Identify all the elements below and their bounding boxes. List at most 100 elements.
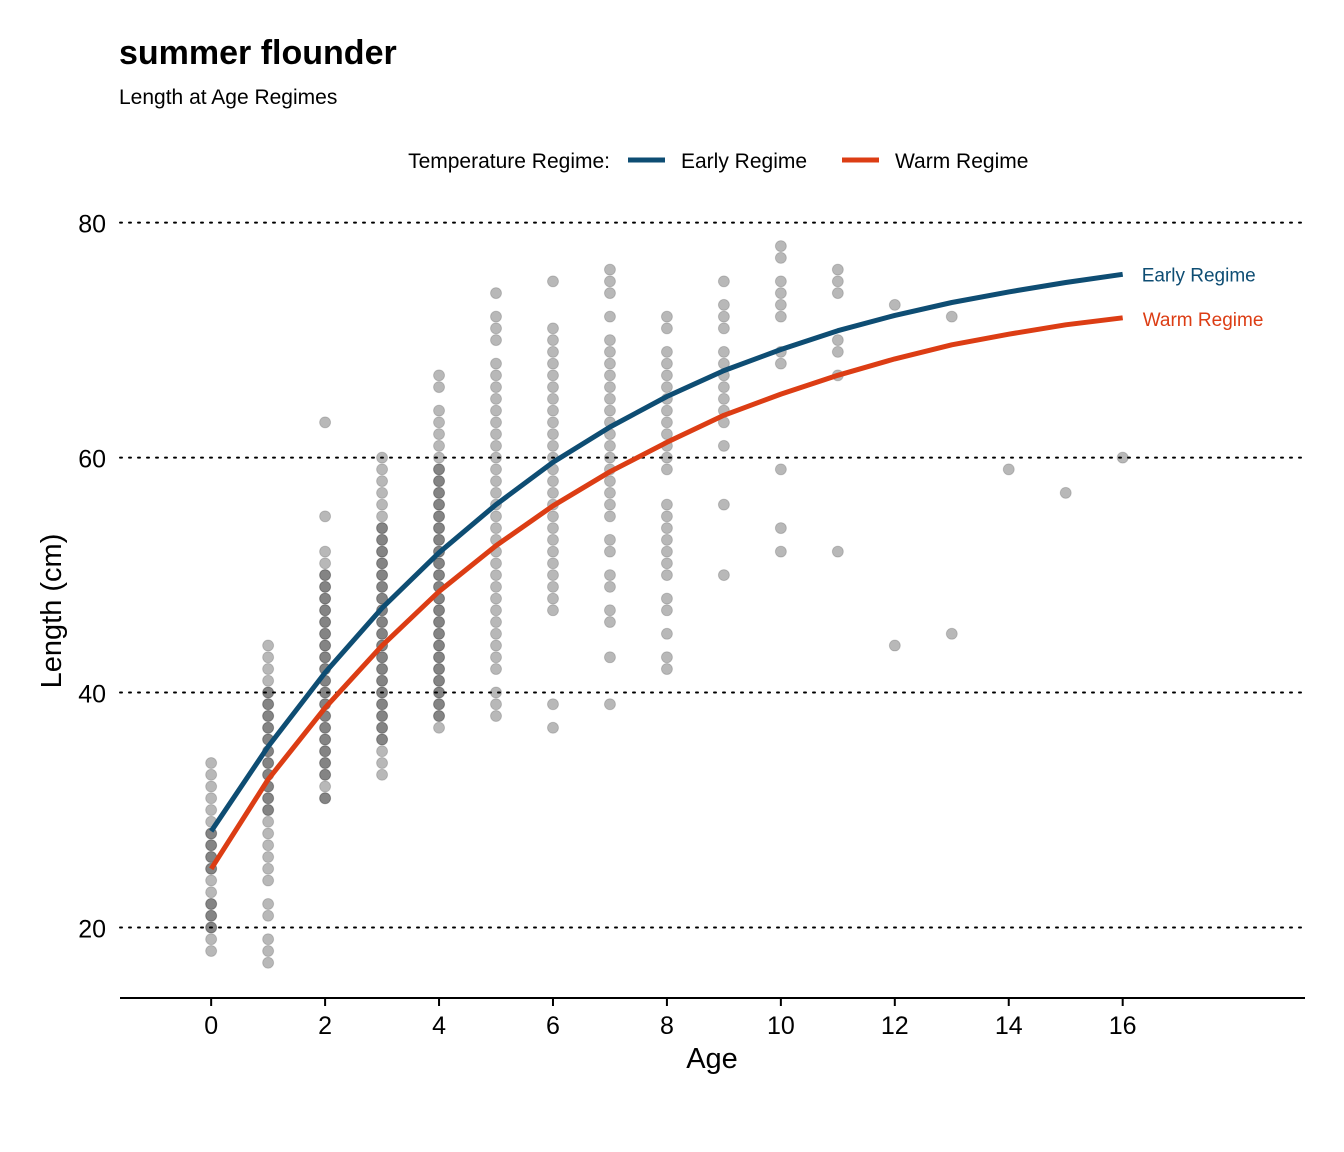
- scatter-point: [831, 334, 844, 347]
- scatter-point: [376, 768, 389, 781]
- scatter-point: [490, 475, 503, 488]
- scatter-point: [433, 381, 446, 394]
- scatter-point: [717, 498, 730, 511]
- scatter-point: [660, 557, 673, 570]
- scatter-point: [262, 945, 275, 958]
- scatter-point: [717, 322, 730, 335]
- scatter-point: [945, 310, 958, 323]
- scatter-point: [319, 792, 332, 805]
- scatter-point: [660, 651, 673, 664]
- scatter-point: [433, 510, 446, 523]
- scatter-point: [376, 698, 389, 711]
- scatter-point: [262, 698, 275, 711]
- scatter-point: [319, 416, 332, 429]
- scatter-point: [660, 510, 673, 523]
- x-tick-label: 10: [767, 1012, 795, 1040]
- scatter-point: [319, 733, 332, 746]
- series-end-label-early: Early Regime: [1142, 265, 1256, 286]
- scatter-point: [319, 686, 332, 699]
- scatter-point: [433, 627, 446, 640]
- scatter-point: [376, 545, 389, 558]
- scatter-point: [433, 686, 446, 699]
- scatter-point: [603, 698, 616, 711]
- scatter-point: [262, 827, 275, 840]
- scatter-point: [546, 439, 559, 452]
- scatter-point: [376, 757, 389, 770]
- scatter-point: [376, 686, 389, 699]
- series-end-labels: Early Regime Warm Regime: [1142, 265, 1264, 330]
- x-tick-label: 2: [318, 1012, 332, 1040]
- scatter-point: [660, 357, 673, 370]
- scatter-point: [319, 616, 332, 629]
- scatter-point: [603, 404, 616, 417]
- scatter-point: [433, 451, 446, 464]
- scatter-point: [205, 933, 218, 946]
- scatter-point: [831, 263, 844, 276]
- scatter-point: [433, 533, 446, 546]
- scatter-point: [774, 310, 787, 323]
- scatter-point: [603, 569, 616, 582]
- scatter-point: [546, 404, 559, 417]
- y-tick-label: 80: [78, 211, 106, 239]
- scatter-point: [490, 686, 503, 699]
- scatter-point: [490, 592, 503, 605]
- scatter-point: [433, 663, 446, 676]
- scatter-point: [205, 909, 218, 922]
- scatter-point: [319, 721, 332, 734]
- x-tick-label: 0: [204, 1012, 218, 1040]
- scatter-point: [546, 486, 559, 499]
- scatter-point: [546, 322, 559, 335]
- scatter-point: [319, 627, 332, 640]
- scatter-point: [433, 416, 446, 429]
- x-axis-ticks: 0 2 4 6 8 10 12 14 16: [204, 998, 1137, 1040]
- scatter-point: [262, 639, 275, 652]
- scatter-point: [262, 674, 275, 687]
- scatter-point: [433, 674, 446, 687]
- scatter-point: [433, 463, 446, 476]
- series-line-early: [209, 271, 1124, 833]
- scatter-point: [603, 334, 616, 347]
- scatter-point: [603, 580, 616, 593]
- scatter-point: [433, 475, 446, 488]
- scatter-point: [433, 463, 446, 476]
- series-end-label-warm: Warm Regime: [1143, 310, 1264, 331]
- scatter-point: [433, 639, 446, 652]
- scatter-point: [205, 898, 218, 911]
- scatter-point: [205, 839, 218, 852]
- scatter-point: [262, 721, 275, 734]
- scatter-point: [660, 604, 673, 617]
- scatter-point: [319, 686, 332, 699]
- scatter-point: [433, 498, 446, 511]
- scatter-point: [433, 369, 446, 382]
- scatter-point: [490, 392, 503, 405]
- scatter-point: [831, 545, 844, 558]
- scatter-point: [376, 674, 389, 687]
- scatter-point: [490, 369, 503, 382]
- scatter-point: [490, 463, 503, 476]
- scatter-point: [603, 604, 616, 617]
- scatter-point: [376, 592, 389, 605]
- scatter-point: [376, 557, 389, 570]
- scatter-point: [433, 710, 446, 723]
- scatter-point: [490, 557, 503, 570]
- scatter-point: [660, 545, 673, 558]
- scatter-point: [319, 580, 332, 593]
- y-tick-label: 20: [78, 916, 106, 944]
- scatter-point: [262, 721, 275, 734]
- scatter-point: [433, 604, 446, 617]
- scatter-point: [376, 569, 389, 582]
- scatter-point: [376, 721, 389, 734]
- scatter-point: [319, 639, 332, 652]
- scatter-point: [262, 651, 275, 664]
- scatter-point: [433, 721, 446, 734]
- scatter-point: [490, 287, 503, 300]
- scatter-point: [262, 757, 275, 770]
- scatter-point: [774, 251, 787, 264]
- scatter-point: [603, 451, 616, 464]
- scatter-point: [945, 627, 958, 640]
- scatter-point: [546, 510, 559, 523]
- scatter-point: [319, 768, 332, 781]
- scatter-point: [660, 663, 673, 676]
- scatter-point: [319, 651, 332, 664]
